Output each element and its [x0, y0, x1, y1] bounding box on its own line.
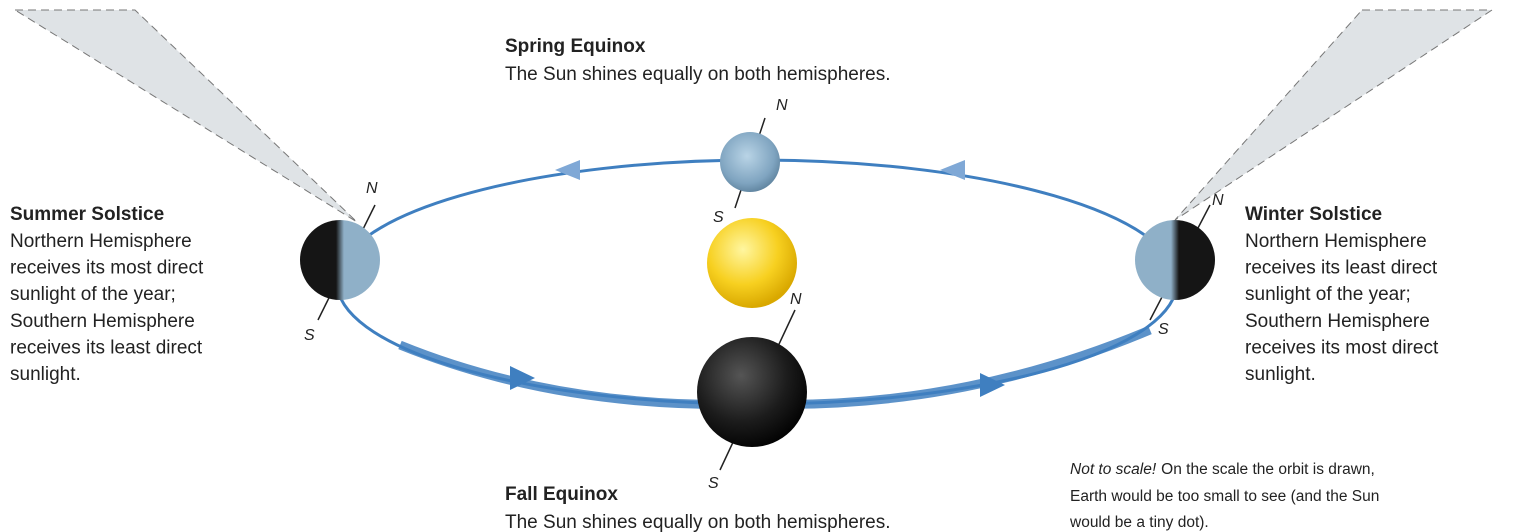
earth: [697, 337, 807, 447]
sun: [707, 218, 797, 308]
caption-text: sunlight of the year;: [1245, 284, 1411, 305]
orbit-arrow: [940, 160, 965, 180]
pole-label: S: [713, 209, 724, 226]
pole-label: S: [708, 475, 719, 492]
pole-label: N: [366, 180, 378, 197]
caption-text: sunlight of the year;: [10, 284, 176, 305]
caption-text: receives its most direct: [10, 258, 204, 279]
caption-title: Fall Equinox: [505, 484, 618, 505]
earth: [720, 132, 780, 192]
pole-label: N: [790, 291, 802, 308]
caption-text: Northern Hemisphere: [1245, 231, 1427, 252]
orbit-arrow: [510, 366, 535, 390]
caption-text: The Sun shines equally on both hemispher…: [505, 64, 891, 85]
caption-text: sunlight.: [10, 364, 81, 385]
earth: [1135, 220, 1215, 300]
note-text: On the scale the orbit is drawn,: [1161, 461, 1375, 478]
caption-text: Southern Hemisphere: [1245, 311, 1430, 332]
earth: [300, 220, 380, 300]
caption-title: Summer Solstice: [10, 204, 164, 225]
caption-title: Winter Solstice: [1245, 204, 1382, 225]
sunlight-beam: [13, 9, 358, 223]
orbit-arrow: [980, 373, 1005, 397]
note-line: Earth would be too small to see (and the…: [1070, 488, 1379, 505]
note-emphasis: Not to scale!: [1070, 461, 1157, 478]
caption-text: receives its most direct: [1245, 337, 1439, 358]
caption-text: Northern Hemisphere: [10, 231, 192, 252]
caption-text: The Sun shines equally on both hemispher…: [505, 512, 891, 532]
caption-text: sunlight.: [1245, 364, 1316, 385]
caption-text: receives its least direct: [1245, 258, 1438, 279]
note-line: Not to scale! On the scale the orbit is d…: [1070, 461, 1375, 478]
pole-label: N: [776, 97, 788, 114]
pole-label: N: [1212, 192, 1224, 209]
pole-label: S: [1158, 321, 1169, 338]
caption-text: receives its least direct: [10, 337, 203, 358]
sunlight-beam: [1174, 9, 1494, 221]
caption-title: Spring Equinox: [505, 36, 646, 57]
note-line: would be a tiny dot).: [1069, 514, 1209, 531]
caption-text: Southern Hemisphere: [10, 311, 195, 332]
orbit-arrow: [555, 160, 580, 180]
pole-label: S: [304, 327, 315, 344]
